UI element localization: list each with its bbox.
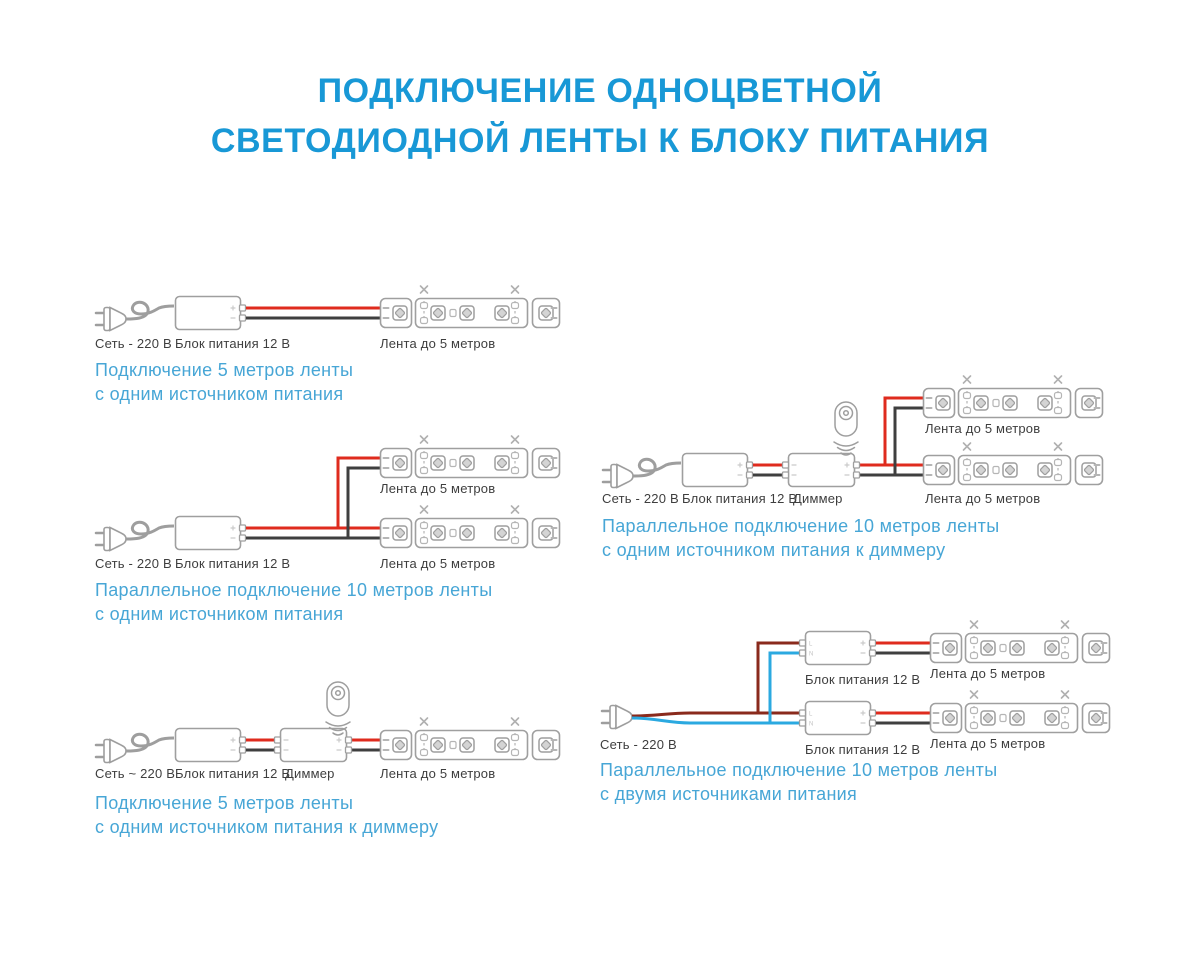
- psu-label: Блок питания 12 В: [175, 336, 291, 351]
- mains-label: Сеть - 220 В: [95, 336, 172, 351]
- page-title: ПОДКЛЮЧЕНИЕ ОДНОЦВЕТНОЙ СВЕТОДИОДНОЙ ЛЕН…: [0, 66, 1200, 166]
- strip-icon-top: [931, 621, 1110, 663]
- plug-icon: [94, 526, 128, 552]
- plug-icon: [94, 306, 128, 332]
- wire-black: [246, 466, 380, 540]
- remote-icon: [325, 681, 351, 736]
- psu-icon: [681, 452, 754, 488]
- strip-label: Лента до 5 метров: [930, 666, 1046, 681]
- strip-label: Лента до 5 метров: [380, 336, 496, 351]
- cord-icon: [124, 732, 176, 753]
- wire-black: [753, 406, 923, 477]
- strip-label: Лента до 5 метров: [925, 421, 1041, 436]
- diagram2-caption: Параллельное подключение 10 метров ленты…: [95, 578, 492, 626]
- wire-neutral: [631, 651, 800, 725]
- cord-icon: [124, 520, 176, 541]
- diagram5-caption: Параллельное подключение 10 метров ленты…: [600, 758, 997, 806]
- strip-label: Лента до 5 метров: [930, 736, 1046, 751]
- caption-line: Параллельное подключение 10 метров ленты: [95, 580, 493, 600]
- psu-label: Блок питания 12 В: [805, 672, 921, 687]
- strip-label: Лента до 5 метров: [380, 766, 496, 781]
- caption-line: с одним источником питания к диммеру: [602, 540, 946, 560]
- psu-icon: [174, 727, 247, 763]
- caption-line: Параллельное подключение 10 метров ленты: [602, 516, 1000, 536]
- caption-line: с одним источником питания: [95, 384, 344, 404]
- psu-label: Блок питания 12 В: [175, 766, 291, 781]
- strip-icon-bottom: [931, 691, 1110, 733]
- strip-label: Лента до 5 метров: [925, 491, 1041, 506]
- mains-label: Сеть ~ 220 В: [95, 766, 176, 781]
- psu-icon-top: [800, 632, 876, 665]
- wire-red: [753, 396, 923, 467]
- diagram3-graphic: [94, 681, 560, 764]
- caption-line: с двумя источниками питания: [600, 784, 858, 804]
- diagram2-graphic: [94, 436, 560, 552]
- strip-icon-bottom: [381, 506, 560, 548]
- psu-icon: [174, 515, 247, 551]
- psu-icon: [174, 295, 247, 331]
- strip-icon-top: [381, 436, 560, 478]
- strip-label: Лента до 5 метров: [380, 481, 496, 496]
- diagram1-caption: Подключение 5 метров ленты с одним источ…: [95, 358, 353, 406]
- plug-icon: [601, 463, 635, 489]
- page-title-line1: ПОДКЛЮЧЕНИЕ ОДНОЦВЕТНОЙ: [317, 72, 883, 110]
- plug-icon: [600, 704, 634, 730]
- caption-line: с одним источником питания: [95, 604, 344, 624]
- caption-line: с одним источником питания к диммеру: [95, 817, 439, 837]
- wire-red: [876, 641, 930, 715]
- mains-label: Сеть - 220 В: [602, 491, 679, 506]
- diagram3-caption: Подключение 5 метров ленты с одним источ…: [95, 791, 438, 839]
- mains-label: Сеть - 220 В: [600, 737, 677, 752]
- psu-label: Блок питания 12 В: [175, 556, 291, 571]
- strip-icon-bottom: [924, 443, 1103, 485]
- strip-icon-top: [924, 376, 1103, 418]
- psu-icon-bottom: [800, 702, 876, 735]
- strip-label: Лента до 5 метров: [380, 556, 496, 571]
- plug-icon: [94, 738, 128, 764]
- mains-label: Сеть - 220 В: [95, 556, 172, 571]
- page-title-line2: СВЕТОДИОДНОЙ ЛЕНТЫ К БЛОКУ ПИТАНИЯ: [210, 122, 990, 160]
- dimmer-icon: [781, 452, 861, 488]
- dimmer-icon: [273, 727, 353, 763]
- diagram1-graphic: [94, 286, 560, 332]
- strip-icon: [381, 286, 560, 328]
- strip-icon: [381, 718, 560, 760]
- wire-line: [631, 641, 800, 718]
- dimmer-label: Диммер: [793, 491, 843, 506]
- diagram5-graphic: [600, 621, 1110, 735]
- caption-line: Подключение 5 метров ленты: [95, 793, 354, 813]
- dimmer-label: Диммер: [285, 766, 335, 781]
- diagram4-graphic: [601, 376, 1103, 489]
- caption-line: Параллельное подключение 10 метров ленты: [600, 760, 998, 780]
- cord-icon: [124, 300, 176, 321]
- wire-red: [246, 456, 380, 530]
- diagram4-caption: Параллельное подключение 10 метров ленты…: [602, 514, 999, 562]
- remote-icon: [833, 401, 859, 456]
- caption-line: Подключение 5 метров ленты: [95, 360, 354, 380]
- psu-label: Блок питания 12 В: [682, 491, 798, 506]
- cord-icon: [631, 457, 683, 478]
- wire-black: [876, 651, 930, 725]
- psu-label: Блок питания 12 В: [805, 742, 921, 757]
